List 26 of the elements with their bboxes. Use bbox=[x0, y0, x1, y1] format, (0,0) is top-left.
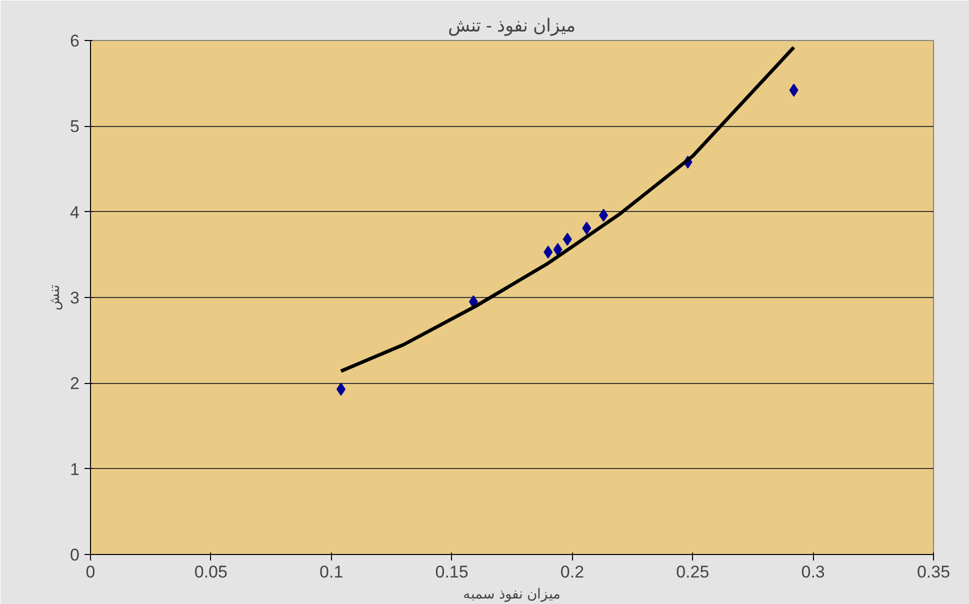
x-tick-label: 0.35 bbox=[916, 562, 950, 582]
chart-title: میزان نفوذ - تنش bbox=[448, 16, 576, 36]
point bbox=[553, 243, 562, 256]
x-tick-label: 0.25 bbox=[676, 562, 710, 582]
x-axis-title: میزان نفوذ سمبه bbox=[463, 586, 561, 602]
y-tick-label: 5 bbox=[70, 117, 80, 136]
line-series bbox=[339, 46, 796, 373]
point bbox=[544, 246, 553, 259]
x-tick-label: 0.2 bbox=[560, 562, 584, 582]
y-tick-label: 2 bbox=[70, 374, 80, 394]
y-tick-label: 4 bbox=[70, 202, 80, 222]
x-tick-label: 0.1 bbox=[320, 562, 344, 582]
point bbox=[599, 208, 608, 222]
x-tick-label: 0.05 bbox=[194, 562, 228, 582]
y-axis-title: تنش bbox=[46, 284, 64, 310]
y-tick-label: 6 bbox=[70, 32, 80, 50]
point bbox=[582, 222, 592, 235]
y-tick-label: 3 bbox=[70, 288, 80, 308]
y-tick-label: 0 bbox=[70, 546, 80, 564]
x-tick-label: 0 bbox=[86, 562, 96, 582]
point bbox=[789, 84, 798, 97]
x-tick-label: 0.15 bbox=[435, 562, 468, 582]
x-tick-label: 0.3 bbox=[801, 562, 825, 582]
point bbox=[336, 382, 346, 396]
y-tick-label: 1 bbox=[70, 460, 80, 479]
point bbox=[562, 232, 572, 246]
